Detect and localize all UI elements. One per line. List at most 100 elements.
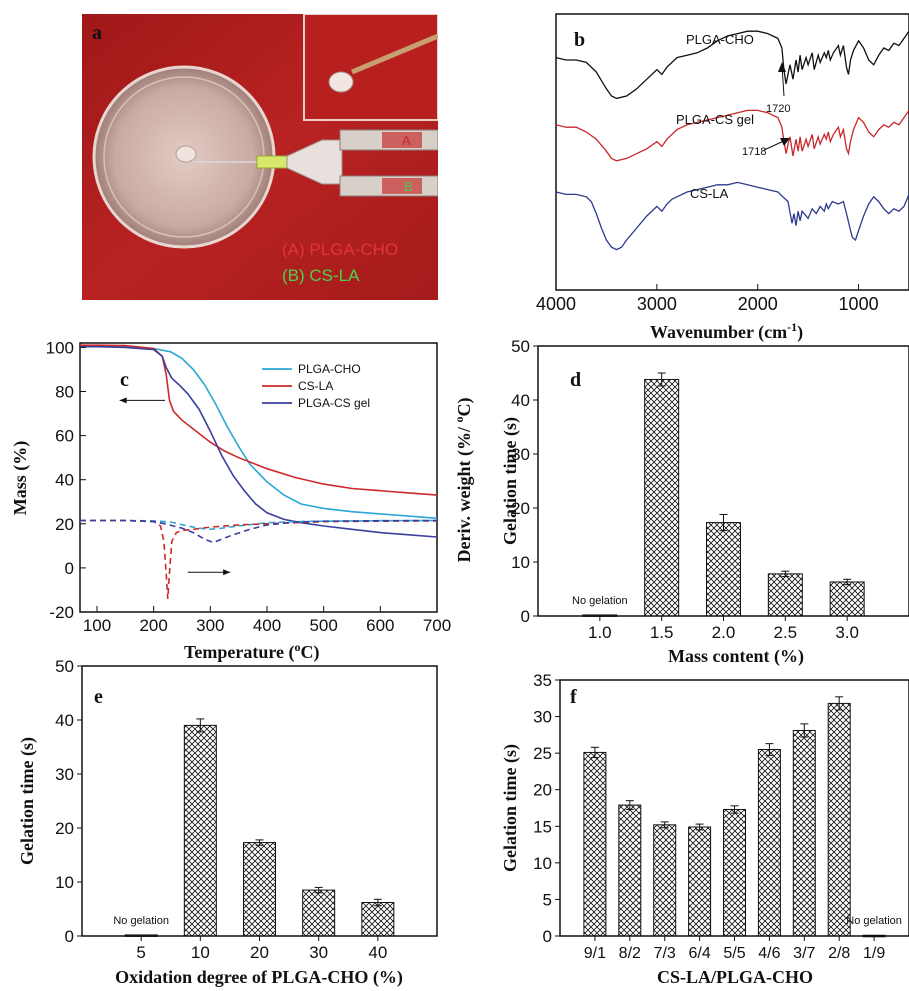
panel-label-a: a: [92, 22, 102, 44]
bar-f-7: [827, 702, 851, 937]
legend-label-c: PLGA-CS gel: [298, 396, 370, 410]
y-tick-label-e: 50: [55, 657, 74, 676]
x-tick-label-e: 10: [191, 943, 210, 962]
legend-label-c: CS-LA: [298, 379, 333, 393]
y-tick-label-f: 5: [543, 890, 552, 909]
bar-e-1: [183, 724, 217, 937]
panel-label-c: c: [120, 369, 129, 391]
x-tick-label-c: 500: [309, 616, 337, 635]
bar-f-3: [688, 826, 712, 937]
y-tick-label-d: 10: [511, 553, 530, 572]
syringe-label-b: B: [404, 179, 413, 194]
panel-label-e: e: [94, 686, 103, 708]
y-tick-label-c: 20: [55, 515, 74, 534]
y-tick-label-e: 10: [55, 873, 74, 892]
y-tick-label-d: 20: [511, 499, 530, 518]
panel-label-f: f: [570, 686, 577, 708]
y-tick-label-f: 0: [543, 927, 552, 946]
gel-sample: [328, 71, 354, 93]
x-tick-label-b: 3000: [637, 294, 677, 314]
x-tick-label-d: 1.0: [588, 623, 612, 642]
x-axis-label-f: CS-LA/PLGA-CHO: [657, 967, 813, 987]
plot-frame-b: [555, 13, 909, 291]
x-tick-label-f: 7/3: [654, 945, 676, 962]
photo-illustration: A B: [82, 14, 438, 300]
annotation-1720: 1720: [766, 103, 790, 115]
x-tick-label-f: 5/5: [723, 945, 745, 962]
x-tick-label-f: 4/6: [758, 945, 780, 962]
x-tick-label-f: 2/8: [828, 945, 850, 962]
series-line-plga-cs-gel: [80, 345, 438, 538]
series-line-plga-cho: [80, 345, 438, 520]
chart-b: PLGA-CHO PLGA-CS gel CS-LA 1720 1718 4000 3000…: [536, 13, 909, 343]
x-tick-label-b: 1000: [839, 294, 879, 314]
y-tick-label-c: 40: [55, 471, 74, 490]
x-tick-label-e: 20: [250, 943, 269, 962]
x-tick-label-d: 2.0: [712, 623, 736, 642]
x-tick-label-c: 600: [366, 616, 394, 635]
x-tick-label-f: 1/9: [863, 945, 885, 962]
y-tick-label-f: 10: [533, 854, 552, 873]
x-tick-label-f: 8/2: [619, 945, 641, 962]
x-tick-label-e: 40: [368, 943, 387, 962]
x-tick-label-d: 1.5: [650, 623, 674, 642]
x-tick-label-d: 2.5: [774, 623, 798, 642]
bar-f-4: [723, 808, 746, 937]
y-tick-label-c: 80: [55, 383, 74, 402]
y-tick-label-e: 20: [55, 819, 74, 838]
inset-photo: [303, 14, 438, 121]
chart-d: 1.0 1.5 2.0 2.5 3.0 0 10 20 30 40 50 No gelation d Ma…: [500, 337, 909, 667]
x-axis-label-d: Mass content (%): [668, 646, 804, 667]
x-tick-label-f: 3/7: [793, 945, 815, 962]
y-tick-label-f: 25: [533, 744, 552, 763]
y-tick-label-e: 30: [55, 765, 74, 784]
y-tick-label-c: 100: [46, 338, 74, 357]
bar-d-3: [767, 573, 803, 617]
panel-label-b: b: [574, 29, 585, 51]
series-line-plga-cs-gel: [555, 109, 909, 162]
x-axis-label-c: Temperature (oC): [184, 640, 319, 663]
y-tick-label-c: 0: [65, 559, 74, 578]
series-label-cs-la: CS-LA: [690, 186, 729, 201]
annotation-no-gelation-e: No gelation: [113, 915, 169, 927]
chart-f: 9/1 8/2 7/3 6/4 5/5 4/6 3/7 2/8 1/9 0 5 10 15 20 25 30 3…: [500, 671, 909, 987]
legend-label-c: PLGA-CHO: [298, 362, 361, 376]
y-tick-label-d: 40: [511, 391, 530, 410]
bar-f-6: [792, 729, 816, 937]
x-tick-label-c: 300: [196, 616, 224, 635]
y-axis-label-e: Gelation time (s): [17, 737, 38, 865]
x-tick-label-d: 3.0: [835, 623, 859, 642]
y-tick-label-f: 15: [533, 817, 552, 836]
y-tick-label-e: 40: [55, 711, 74, 730]
bar-f-2: [653, 824, 677, 937]
y-tick-label-c: -20: [49, 603, 74, 622]
x-tick-label-c: 700: [423, 616, 451, 635]
series-label-plga-cho: PLGA-CHO: [686, 32, 754, 47]
bar-d-1: [644, 378, 680, 617]
y-axis-label-c: Mass (%): [10, 441, 31, 516]
series-label-plga-cs-gel: PLGA-CS gel: [676, 112, 754, 127]
y-tick-label-e: 0: [65, 927, 74, 946]
gel-drop: [175, 145, 197, 163]
annotation-no-gelation-d: No gelation: [572, 595, 628, 607]
y-axis-label-right-c: Deriv. weight (%/ oC): [452, 398, 475, 563]
x-tick-label-e: 30: [309, 943, 328, 962]
bar-e-4: [361, 902, 395, 937]
plot-frame-c: [79, 342, 438, 613]
y-axis-label-d: Gelation time (s): [500, 417, 521, 545]
x-axis-label-b: Wavenumber (cm-1): [650, 320, 803, 343]
chart-e: 5 10 20 30 40 0 10 20 30 40 50 No gelation e Oxidatio…: [17, 657, 438, 988]
bar-f-0: [583, 751, 607, 937]
annotation-no-gelation-f: No gelation: [846, 915, 902, 927]
x-tick-label-c: 200: [139, 616, 167, 635]
x-tick-label-f: 6/4: [688, 945, 710, 962]
bar-f-1: [618, 804, 642, 937]
y-tick-label-d: 0: [521, 607, 530, 626]
photo-panel-a: A B a (A) PLGA-CHO (B) CS-LA: [82, 14, 438, 300]
y-tick-label-d: 50: [511, 337, 530, 356]
y-tick-label-f: 20: [533, 781, 552, 800]
y-tick-label-d: 30: [511, 445, 530, 464]
x-tick-label-c: 100: [83, 616, 111, 635]
